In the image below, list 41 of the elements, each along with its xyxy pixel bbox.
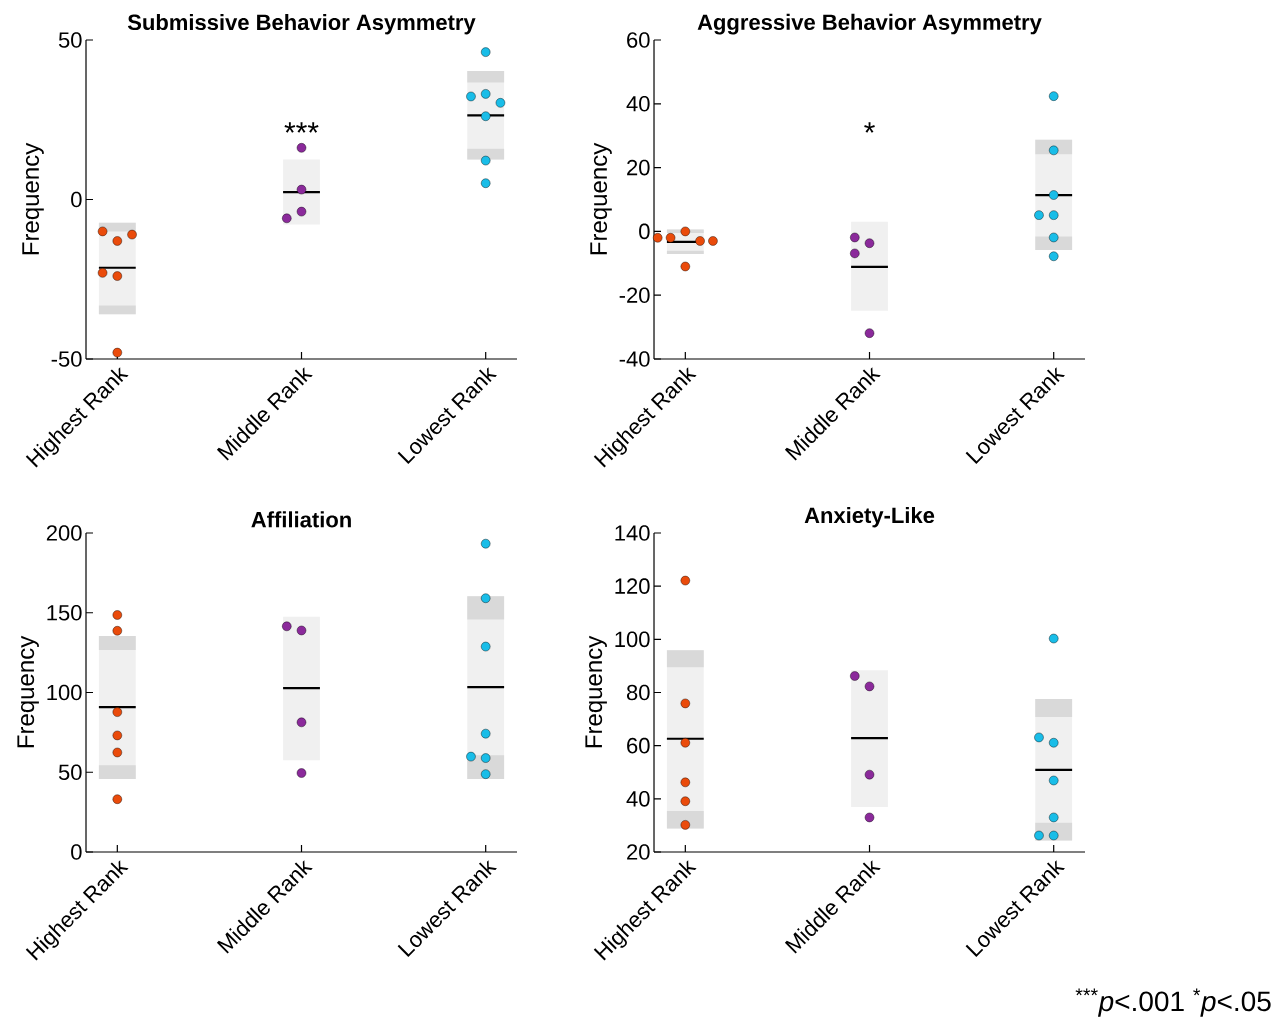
y-tick-label: 40 xyxy=(626,791,650,807)
y-tick-label: 60 xyxy=(627,32,650,48)
y-tick-label: -50 xyxy=(51,351,82,367)
y-tick-label: 20 xyxy=(627,159,650,176)
y-axis-title: Frequency xyxy=(590,142,612,255)
bar xyxy=(666,650,704,668)
bar xyxy=(467,70,505,83)
bar xyxy=(467,148,505,160)
y-tick-label: 120 xyxy=(615,578,650,594)
y-tick-label: 100 xyxy=(47,684,82,701)
annotation: * xyxy=(864,122,875,133)
y-tick-label: 0 xyxy=(639,223,650,240)
chart-title: Submissive Behavior Asymmetry xyxy=(127,13,476,35)
bar xyxy=(98,305,136,315)
chart-title: Affiliation xyxy=(251,511,351,528)
y-tick-label: 50 xyxy=(58,32,82,48)
y-axis-title: Frequency xyxy=(17,635,39,748)
annotation: *** xyxy=(284,122,319,133)
y-tick-label: 60 xyxy=(627,737,650,754)
y-tick-label: 0 xyxy=(71,844,82,860)
y-tick-label: -40 xyxy=(619,351,650,367)
bar xyxy=(98,635,136,650)
y-tick-label: 40 xyxy=(626,96,650,112)
y-tick-label: 0 xyxy=(71,191,82,208)
bar xyxy=(666,250,704,255)
y-tick-label: 200 xyxy=(46,525,82,541)
bar xyxy=(1035,698,1073,717)
chart-title: Aggressive Behavior Asymmetry xyxy=(697,13,1042,35)
y-axis-title: Frequency xyxy=(585,635,607,748)
y-tick-label: 140 xyxy=(615,525,650,541)
bar xyxy=(467,596,505,620)
y-tick-label: 100 xyxy=(615,631,650,648)
y-tick-label: 20 xyxy=(627,844,650,860)
y-tick-label: 80 xyxy=(626,684,650,701)
y-tick-label: -20 xyxy=(619,287,650,303)
y-tick-label: 50 xyxy=(58,764,82,781)
bar xyxy=(98,765,136,779)
text: $^{***}$p<.001 $^{*}$p<.05 xyxy=(1075,988,1271,1017)
chart-title: Anxiety-Like xyxy=(804,506,935,528)
y-tick-label: 150 xyxy=(47,604,82,621)
y-axis-title: Frequency xyxy=(22,142,44,255)
